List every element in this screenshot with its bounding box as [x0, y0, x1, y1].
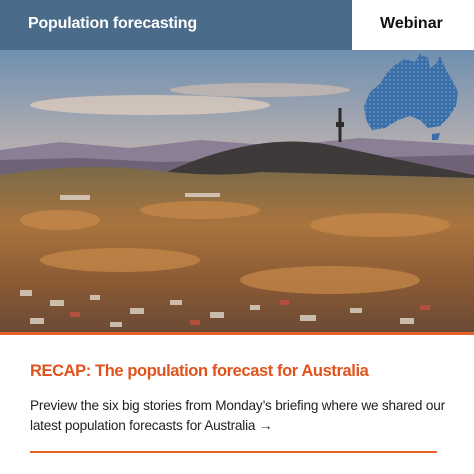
body-text[interactable]: Preview the six big stories from Monday’…: [30, 398, 445, 433]
tag-label: Webinar: [380, 15, 443, 32]
orange-rule: [30, 451, 437, 453]
headline: RECAP: The population forecast for Austr…: [30, 362, 369, 380]
australia-map: [364, 54, 458, 140]
header-bar: Population forecasting: [0, 0, 352, 50]
landscape-photo: [0, 50, 474, 332]
header-title: Population forecasting: [28, 15, 197, 32]
tag-box: Webinar: [352, 0, 474, 50]
orange-rule: [0, 332, 474, 335]
